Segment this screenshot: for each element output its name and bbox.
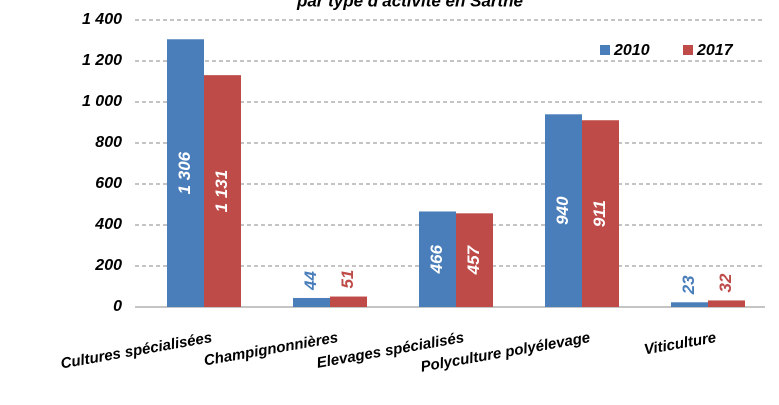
legend-swatch — [683, 45, 693, 55]
y-tick-label: 1 200 — [82, 52, 122, 69]
data-label: 466 — [427, 245, 446, 275]
y-tick-label: 0 — [113, 298, 122, 315]
bar — [293, 297, 330, 307]
data-label: 911 — [590, 200, 609, 227]
data-label: 44 — [301, 271, 320, 291]
bar — [671, 302, 708, 307]
data-label: 23 — [679, 275, 698, 295]
bar — [582, 120, 619, 308]
data-label: 1 306 — [175, 151, 194, 194]
y-tick-label: 400 — [94, 216, 122, 233]
bar — [204, 75, 241, 308]
bar — [419, 211, 456, 307]
y-tick-label: 1 400 — [82, 11, 122, 28]
legend-swatch — [600, 45, 610, 55]
y-tick-label: 200 — [94, 257, 122, 274]
data-label: 1 131 — [212, 170, 231, 213]
bar — [545, 114, 582, 307]
data-label: 457 — [464, 244, 483, 275]
y-tick-label: 800 — [95, 134, 122, 151]
y-tick-label: 600 — [95, 175, 122, 192]
bar — [167, 39, 204, 308]
chart-title: par type d'activité en Sarthe — [296, 0, 523, 10]
legend-label: 2010 — [613, 42, 650, 59]
y-tick-label: 1 000 — [82, 93, 122, 110]
bar — [330, 296, 367, 307]
legend-label: 2017 — [696, 42, 734, 59]
bar — [708, 300, 745, 307]
bar — [456, 213, 493, 307]
data-label: 32 — [716, 273, 735, 292]
x-tick-label: Cultures spécialisées — [59, 329, 213, 372]
x-tick-label: Viticulture — [643, 329, 718, 358]
data-label: 51 — [338, 270, 357, 289]
data-label: 940 — [553, 196, 572, 225]
